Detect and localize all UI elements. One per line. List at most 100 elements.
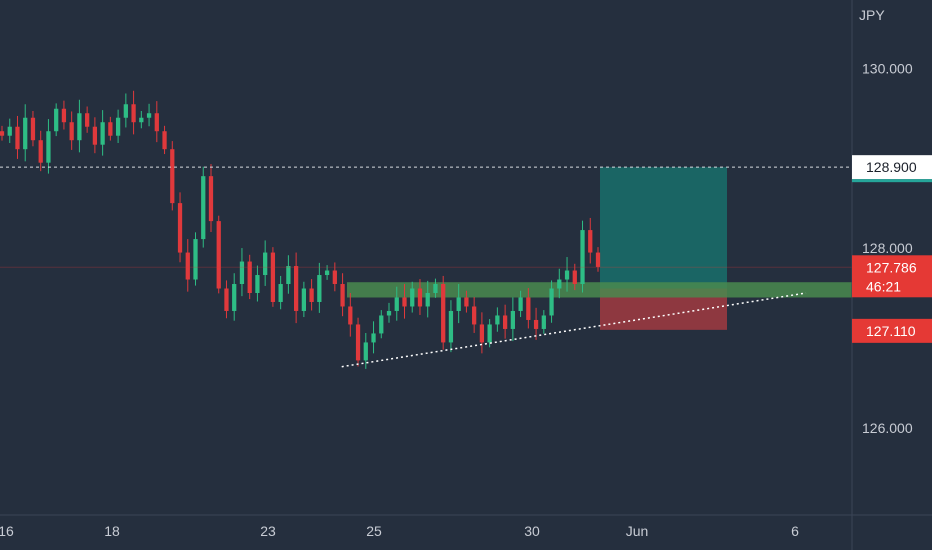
candle-body [30, 117, 36, 141]
last-price-tag: 127.786 [866, 259, 917, 275]
candle-series [0, 90, 601, 369]
marker-price-tag-underline [852, 179, 932, 183]
candle-body [487, 324, 492, 343]
position-zones [347, 167, 852, 330]
candle-body [564, 270, 570, 280]
candle-body [433, 284, 438, 294]
candle-body [92, 126, 98, 145]
candle-body [464, 297, 469, 307]
candle-body [85, 113, 90, 127]
candle-body [7, 126, 12, 136]
candle-body [549, 288, 554, 316]
time-tick-label: 6 [791, 523, 799, 539]
candle-body [286, 266, 291, 285]
candle-body [332, 270, 337, 285]
candle-body [502, 315, 508, 329]
candle-body [588, 230, 593, 253]
candle-body [324, 270, 330, 276]
candle-body [193, 239, 198, 280]
candle-body [239, 261, 245, 285]
marker-price-tag-bg [852, 155, 932, 180]
candle-body [371, 333, 376, 343]
candle-body [441, 284, 446, 343]
candle-body [425, 293, 430, 307]
candle-body [108, 122, 113, 136]
time-tick-label: 16 [0, 523, 14, 539]
countdown-tag: 46:21 [866, 278, 901, 294]
price-tick-label: 126.000 [862, 420, 913, 436]
candle-body [154, 113, 159, 132]
support-zone [347, 282, 852, 298]
candle-body [61, 108, 67, 123]
candle-body [394, 297, 399, 311]
candle-body [363, 342, 368, 361]
price-tick-label: 128.000 [862, 240, 913, 256]
candle-body [278, 284, 283, 302]
candle-body [518, 297, 523, 311]
candle-body [472, 306, 477, 325]
time-tick-label: 18 [104, 523, 120, 539]
candle-body [533, 319, 539, 329]
candle-body [456, 297, 461, 311]
candle-body [46, 131, 51, 163]
chart-lines [0, 166, 852, 368]
candle-body [526, 297, 531, 320]
candle-body [301, 288, 306, 311]
candle-body [224, 288, 229, 311]
candle-body [185, 252, 190, 280]
candle-body [100, 122, 105, 145]
candle-body [309, 288, 314, 302]
candle-body [146, 113, 152, 118]
candle-body [77, 113, 82, 141]
candle-body [479, 324, 485, 343]
candle-body [247, 261, 252, 294]
candle-body [294, 266, 299, 311]
candle-body [170, 149, 175, 204]
candle-body [263, 252, 268, 276]
candle-body [162, 131, 167, 150]
target-zone [600, 167, 727, 289]
candle-body [23, 117, 28, 150]
candle-body [38, 140, 43, 163]
candle-body [201, 176, 206, 240]
candle-body [232, 284, 237, 311]
stop-price-tag-bg [852, 318, 932, 343]
candle-body [402, 297, 407, 307]
candle-body [595, 252, 601, 267]
candle-body [317, 275, 322, 302]
candle-body [69, 122, 74, 141]
marker-price-tag: 128.900 [866, 159, 917, 175]
candle-body [208, 176, 214, 222]
candle-body [495, 315, 500, 325]
candle-body [177, 203, 183, 253]
candle-body [348, 306, 353, 325]
candle-body [216, 221, 221, 289]
candle-body [541, 315, 546, 329]
candle-body [131, 104, 136, 123]
candle-body [557, 279, 562, 289]
price-tick-label: 130.000 [862, 60, 913, 76]
support-trendline [341, 292, 807, 368]
candle-body [355, 324, 361, 361]
candle-body [580, 230, 585, 285]
candle-body [572, 270, 577, 285]
last-price-tag-bg [852, 255, 932, 298]
price-tags: 128.900 127.786 46:21 127.110 [852, 155, 932, 343]
candle-body [340, 284, 345, 307]
time-tick-label: 23 [260, 523, 276, 539]
candle-body [270, 252, 276, 302]
stop-price-tag: 127.110 [866, 323, 916, 339]
time-tick-label: 30 [524, 523, 540, 539]
candle-body [379, 315, 384, 334]
candle-body [448, 310, 454, 343]
time-axis[interactable]: 16 18 23 25 30 Jun 6 [0, 514, 932, 539]
candle-body [115, 117, 121, 136]
candle-body [0, 131, 5, 136]
candle-body [123, 104, 128, 118]
currency-label: JPY [859, 7, 885, 23]
candle-body [54, 108, 59, 132]
candle-body [386, 310, 392, 316]
candle-body [510, 310, 515, 329]
